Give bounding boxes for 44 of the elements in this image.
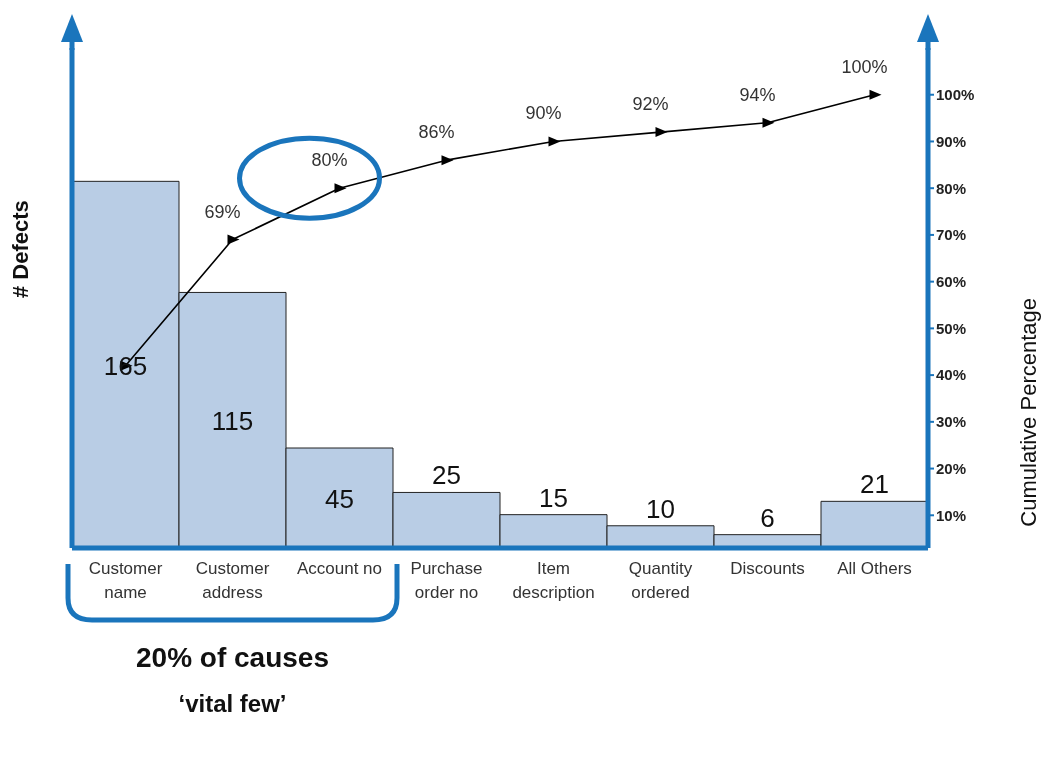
text: 20% of causes: [135, 642, 330, 674]
point: [655, 127, 668, 138]
data-label: 25: [432, 460, 461, 491]
point: [548, 136, 561, 147]
y2-tick-label: 40%: [936, 366, 967, 384]
text: ‘vital few’: [177, 690, 288, 718]
data-label: 115: [211, 406, 254, 437]
x-tick-label: Account no: [296, 559, 383, 578]
data-label: 21: [860, 469, 889, 500]
y-axis-title: # Defects: [7, 200, 33, 298]
data-label: 90%: [525, 103, 562, 124]
data-label: 15: [539, 482, 568, 513]
point: [227, 234, 240, 245]
point: [869, 89, 882, 100]
data-label: 80%: [311, 150, 348, 171]
y2-axis-title: Cumulative Percentage: [1015, 298, 1041, 527]
y2-tick-label: 90%: [936, 132, 967, 150]
y2-tick-label: 50%: [936, 319, 967, 337]
y2-tick-label: 70%: [936, 226, 967, 244]
y2-tick-label: 60%: [936, 272, 967, 290]
data-label: 69%: [204, 201, 241, 222]
y2-tick-label: 80%: [936, 179, 967, 197]
point: [334, 183, 347, 194]
point: [441, 155, 454, 166]
x-tick-label: Customer name: [88, 559, 163, 602]
x-tick-label: Discounts: [730, 559, 805, 578]
data-label: 100%: [841, 56, 888, 77]
x-tick-label: Purchase order no: [410, 559, 483, 602]
y2-tick-label: 20%: [936, 459, 967, 477]
y2-tick-label: 10%: [936, 506, 967, 524]
data-label: 165: [103, 350, 148, 381]
x-tick-label: Customer address: [195, 559, 270, 602]
data-label: 94%: [739, 84, 776, 105]
data-label: 6: [760, 502, 775, 533]
y2-tick-label: 30%: [936, 413, 967, 431]
x-tick-label: Quantity ordered: [628, 559, 693, 602]
x-tick-label: All Others: [837, 559, 912, 578]
point: [762, 117, 775, 128]
data-label: 10: [646, 493, 675, 524]
data-label: 45: [325, 484, 354, 514]
data-label: 86%: [418, 122, 455, 143]
data-label: 92%: [632, 94, 669, 115]
y2-tick-label: 100%: [936, 86, 975, 104]
x-tick-label: Item description: [512, 559, 595, 602]
